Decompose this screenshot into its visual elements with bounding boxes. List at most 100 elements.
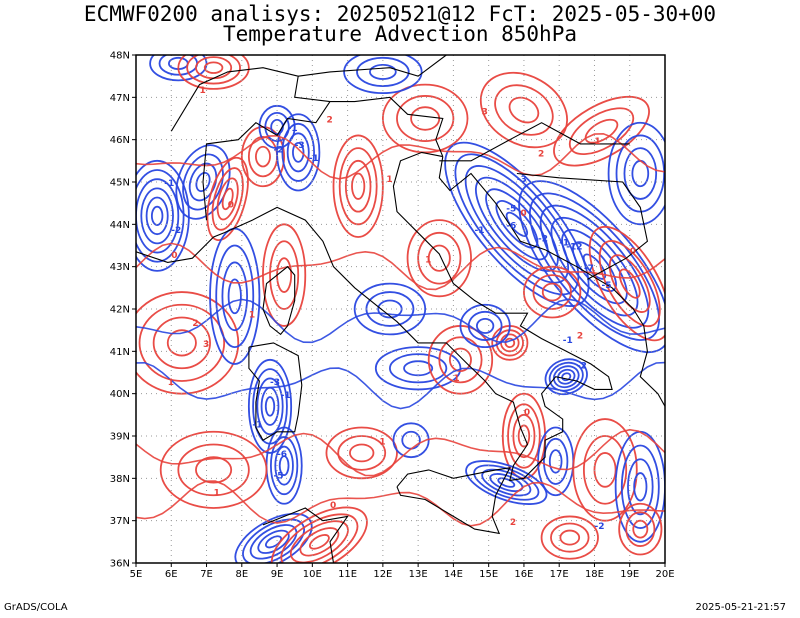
lat-label: 37N <box>110 516 130 527</box>
warm-contour-label: 2 <box>510 518 516 528</box>
warm-advection-contour <box>289 520 349 563</box>
lat-label: 44N <box>110 220 130 231</box>
lat-label: 42N <box>110 305 130 316</box>
lon-label: 13E <box>409 569 428 580</box>
warm-advection-contour <box>136 242 665 291</box>
cold-contour-label: -2 <box>594 522 604 532</box>
cold-contour-label: -1 <box>252 421 262 431</box>
cold-advection-contour <box>607 121 665 226</box>
cold-advection-contour <box>270 119 284 135</box>
cold-advection-contour <box>140 187 174 245</box>
warm-advection-contour <box>572 418 638 522</box>
cold-advection-contour <box>476 317 495 334</box>
warm-contour-label: 1 <box>214 488 220 498</box>
balkan-coastline <box>438 156 665 407</box>
warm-advection-contour <box>625 511 656 547</box>
cold-contour-label: -6 <box>277 450 287 460</box>
warm-contour-label: 2 <box>192 319 198 329</box>
lon-label: 20E <box>655 569 674 580</box>
cold-advection-contour <box>548 449 563 474</box>
cold-advection-contour <box>552 365 580 389</box>
cold-advection-contour <box>209 227 261 365</box>
warm-advection-contour <box>588 225 665 342</box>
austria-border <box>298 55 556 77</box>
cold-advection-contour <box>227 278 242 315</box>
warm-contour-label: 1 <box>594 137 600 147</box>
lat-label: 36N <box>110 559 130 570</box>
cold-advection-contour <box>473 464 540 501</box>
cold-advection-contour <box>242 518 305 563</box>
cold-advection-contour <box>188 162 218 202</box>
cold-advection-contour <box>292 141 305 163</box>
lon-label: 17E <box>550 569 569 580</box>
lon-label: 11E <box>338 569 357 580</box>
warm-advection-contour <box>138 303 226 382</box>
cold-advection-contour <box>374 346 462 391</box>
cold-advection-contour <box>265 535 283 549</box>
cold-advection-contour <box>392 422 430 459</box>
warm-advection-contour <box>593 452 617 488</box>
slovenia-croatia-border <box>439 122 630 162</box>
warm-contour-label: 1 <box>249 310 255 320</box>
warm-advection-contour <box>500 333 520 353</box>
cold-contour-label: -1 <box>563 336 573 346</box>
warm-advection-contour <box>337 435 387 471</box>
warm-contour-label: 1 <box>386 175 392 185</box>
warm-advection-contour <box>177 443 250 497</box>
cold-advection-contour <box>281 122 315 182</box>
warm-advection-contour <box>349 443 375 463</box>
cold-advection-contour <box>454 153 580 296</box>
warm-advection-contour <box>632 519 649 539</box>
warm-advection-contour <box>221 187 234 211</box>
lat-label: 41N <box>110 347 130 358</box>
warm-advection-contour <box>559 529 581 546</box>
cold-advection-contour <box>264 396 276 417</box>
lat-label: 45N <box>110 178 130 189</box>
warm-advection-contour <box>166 329 197 357</box>
warm-advection-contour <box>608 254 651 313</box>
contour-field <box>136 55 665 563</box>
cold-contour-label: -6 <box>506 222 516 232</box>
cold-contour-label: -2 <box>577 361 587 371</box>
lon-label: 18E <box>585 569 604 580</box>
warm-advection-contour <box>438 336 483 384</box>
cold-advection-contour <box>474 176 559 272</box>
lon-label: 8E <box>235 569 248 580</box>
warm-advection-contour <box>203 61 224 74</box>
africa-coastline <box>262 507 349 563</box>
warm-advection-contour <box>448 347 472 372</box>
warm-contour-label: 1 <box>199 86 205 96</box>
cold-advection-contour <box>249 524 298 560</box>
cold-advection-contour <box>356 56 410 87</box>
sardinia-coastline <box>248 342 303 441</box>
cold-contour-label: -7 <box>584 264 594 274</box>
lon-label: 7E <box>200 569 213 580</box>
warm-advection-contour <box>276 257 293 293</box>
warm-advection-contour <box>396 95 455 142</box>
cold-advection-contour <box>369 63 397 80</box>
axis-ticks: 48N 47N 46N 45N 44N 43N 42N 41N 40N 39N 38N 37N 36N5… <box>110 51 675 581</box>
warm-advection-contour <box>523 265 582 319</box>
warm-advection-contour <box>195 456 233 484</box>
warm-advection-contour <box>410 106 441 131</box>
warm-advection-contour <box>136 291 240 395</box>
warm-advection-contour <box>136 132 665 180</box>
warm-advection-contour <box>427 244 451 272</box>
warm-contour-label: 2 <box>538 150 544 160</box>
cold-advection-contour <box>543 437 569 485</box>
cold-contour-label: -5 <box>274 471 284 481</box>
cold-advection-contour <box>464 165 570 284</box>
cold-advection-contour <box>620 444 660 529</box>
cold-advection-contour <box>256 377 284 436</box>
warm-contour-label: 0 <box>330 501 336 511</box>
cold-advection-contour <box>459 303 511 348</box>
warm-contour-label: 1 <box>425 255 431 265</box>
lon-label: 12E <box>373 569 392 580</box>
lat-label: 48N <box>110 51 130 62</box>
lon-label: 16E <box>514 569 533 580</box>
warm-contour-label: 1 <box>379 437 385 447</box>
cold-advection-contour <box>247 358 293 454</box>
swiss-border <box>170 67 331 132</box>
